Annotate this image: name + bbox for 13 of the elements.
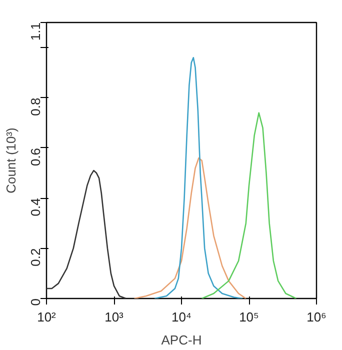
- x-tick-label: 10³: [104, 310, 124, 324]
- y-tick-label: 0.4: [28, 198, 43, 216]
- x-tick-label: 10⁴: [171, 310, 192, 324]
- x-tick-label: 10⁵: [239, 310, 259, 324]
- x-axis-title: APC-H: [161, 332, 202, 348]
- y-tick-label: 0: [28, 298, 43, 306]
- x-tick-label: 10²: [37, 310, 57, 324]
- x-tick-label: 10⁶: [306, 310, 326, 324]
- y-tick-label: 0.2: [28, 248, 43, 266]
- y-axis-title: Count (10³): [4, 128, 18, 194]
- y-tick-label: 0.6: [28, 148, 43, 166]
- y-tick-label: 1.1: [28, 22, 43, 41]
- y-tick-label: 0.8: [28, 98, 43, 116]
